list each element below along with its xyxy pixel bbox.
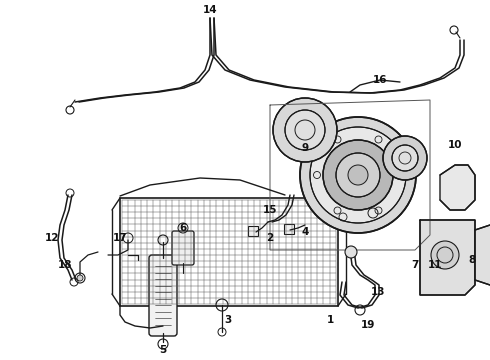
Text: 11: 11 [428,260,442,270]
Text: 17: 17 [113,233,127,243]
Text: 6: 6 [179,223,187,233]
Text: 13: 13 [371,287,385,297]
Text: 7: 7 [411,260,418,270]
Text: 19: 19 [361,320,375,330]
Circle shape [300,117,416,233]
Circle shape [348,165,368,185]
Polygon shape [420,220,475,295]
Polygon shape [475,225,490,285]
Circle shape [383,136,427,180]
Bar [284,224,294,234]
Circle shape [431,241,459,269]
FancyBboxPatch shape [172,231,194,265]
Text: 8: 8 [468,255,476,265]
Polygon shape [440,165,475,210]
FancyBboxPatch shape [149,255,177,336]
Text: 1: 1 [326,315,334,325]
Circle shape [285,110,325,150]
Text: 10: 10 [448,140,462,150]
Text: 16: 16 [373,75,387,85]
Text: 15: 15 [263,205,277,215]
Text: 2: 2 [267,233,273,243]
Circle shape [336,153,380,197]
Text: 5: 5 [159,345,167,355]
Bar [120,198,338,306]
Text: 14: 14 [203,5,217,15]
Text: 4: 4 [301,227,309,237]
Circle shape [77,275,83,281]
Circle shape [323,140,393,210]
Circle shape [345,246,357,258]
Bar [248,226,258,236]
Text: 9: 9 [301,143,309,153]
Circle shape [273,98,337,162]
Text: 18: 18 [58,260,72,270]
Circle shape [310,127,406,223]
Circle shape [392,145,418,171]
Text: 12: 12 [45,233,59,243]
Text: 3: 3 [224,315,232,325]
